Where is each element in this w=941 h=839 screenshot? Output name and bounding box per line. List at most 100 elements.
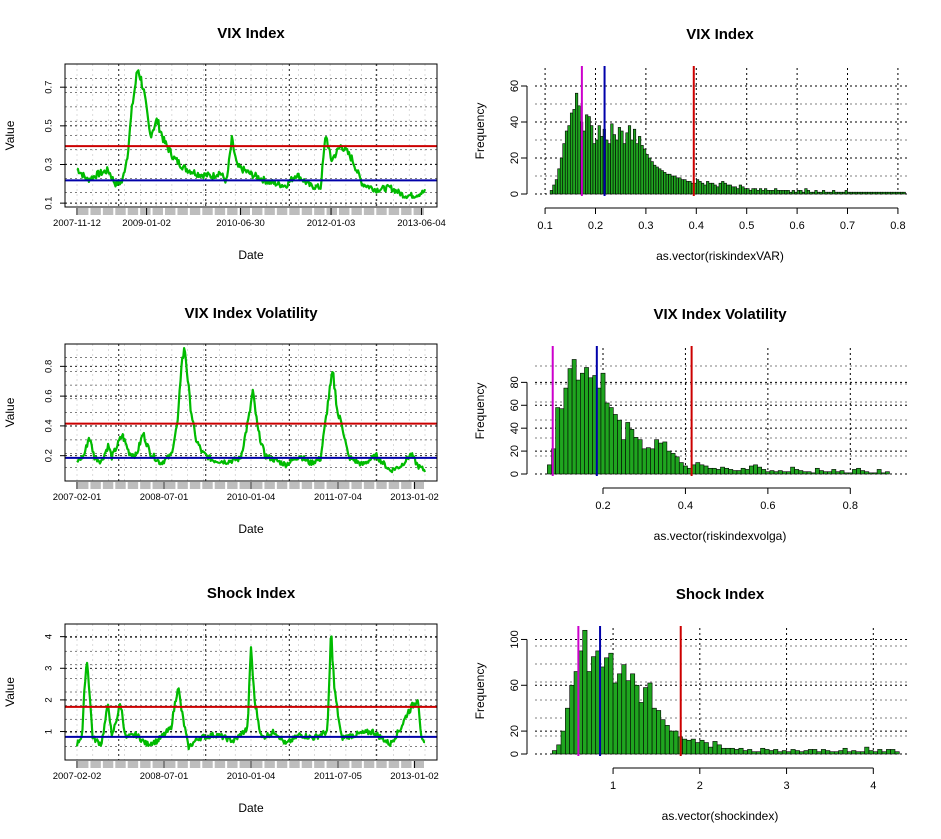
- date-bar-block: [388, 761, 400, 768]
- histogram-bar: [885, 471, 890, 475]
- histogram-bar: [877, 749, 883, 755]
- histogram-bar: [635, 143, 639, 195]
- histogram-bar: [565, 707, 570, 755]
- y-tick-label: 40: [509, 116, 521, 128]
- y-tick-label: 20: [509, 445, 521, 457]
- histogram-bar: [831, 469, 837, 475]
- histogram-bar: [721, 747, 727, 755]
- histogram-bar: [851, 750, 857, 755]
- histogram-bar: [741, 186, 745, 195]
- series-line: [76, 347, 427, 474]
- histogram-bar: [650, 161, 654, 195]
- histogram-bar: [708, 746, 714, 755]
- date-bar-block: [339, 208, 350, 215]
- histogram-bar: [716, 744, 722, 755]
- histogram-bar: [862, 191, 866, 195]
- y-tick-label: 0: [509, 471, 521, 477]
- x-axis-label: as.vector(riskindexvolga): [654, 529, 787, 543]
- histogram-bar: [769, 190, 773, 195]
- histogram-bar: [855, 751, 861, 755]
- histogram-bar: [819, 470, 824, 475]
- panel-title: Shock Index: [676, 586, 765, 603]
- date-tick-label: 2013-01-02: [390, 771, 439, 782]
- y-tick-label: 20: [509, 725, 521, 737]
- date-bar-block: [252, 208, 263, 215]
- histogram-bar: [769, 470, 775, 475]
- histogram-bar: [725, 747, 731, 755]
- histogram-bar: [683, 179, 687, 195]
- histogram-bar: [868, 750, 874, 755]
- histogram-bar: [607, 143, 611, 195]
- panel-title: Shock Index: [207, 585, 296, 602]
- histogram-bar: [835, 471, 841, 475]
- histogram-bar: [798, 470, 804, 475]
- histogram-bar: [716, 186, 720, 195]
- histogram-bar: [564, 130, 569, 195]
- date-bar-block: [78, 482, 89, 489]
- histogram-bar: [582, 130, 586, 195]
- date-bar-block: [413, 761, 424, 768]
- histogram-bar: [698, 181, 702, 195]
- date-bar-block: [326, 482, 337, 489]
- histogram-bar: [894, 751, 900, 755]
- date-bar-block: [413, 208, 424, 215]
- histogram-bar: [860, 470, 866, 475]
- histogram-bar: [658, 442, 664, 475]
- histogram-bar: [597, 125, 601, 195]
- histogram-bar: [549, 190, 553, 195]
- histogram-bar: [804, 188, 808, 195]
- histogram-bar: [634, 684, 640, 755]
- histogram-bar: [756, 190, 760, 195]
- histogram-bar: [794, 469, 800, 475]
- histogram-bar: [604, 402, 610, 475]
- date-bar-block: [314, 761, 325, 768]
- date-bar-block: [376, 482, 387, 489]
- date-bar-block: [189, 208, 201, 215]
- histogram-bar: [864, 746, 870, 755]
- date-tick-label: 2007-11-12: [53, 218, 101, 229]
- histogram-bar: [837, 191, 841, 195]
- histogram-bar: [749, 465, 754, 475]
- date-bar-block: [127, 208, 139, 215]
- histogram-bar: [859, 191, 863, 195]
- date-bar-block: [351, 761, 362, 768]
- date-bar-block: [90, 761, 101, 768]
- date-tick-label: 2013-06-04: [397, 218, 446, 229]
- date-tick-label: 2009-01-02: [122, 218, 171, 229]
- histogram-bar: [827, 191, 831, 195]
- histogram-bar: [625, 422, 631, 475]
- histogram-bar: [586, 671, 592, 755]
- histogram-bar: [703, 465, 709, 475]
- histogram-bar: [874, 191, 879, 195]
- date-tick-label: 2012-01-03: [307, 218, 356, 229]
- histogram-bar: [713, 184, 717, 195]
- date-bar: [78, 208, 424, 215]
- histogram-bar: [839, 191, 843, 195]
- y-tick-label: 60: [509, 679, 521, 691]
- histogram-bar: [621, 439, 626, 475]
- histogram-bar: [743, 188, 748, 195]
- histogram-bar: [630, 673, 636, 755]
- ts-panel-1: VIX Index 2007-11-12 2009-01-02 2010-06-30 2…: [3, 25, 446, 262]
- histogram-bar: [555, 407, 561, 475]
- x-tick-label: 0.8: [843, 500, 858, 512]
- histogram-bar: [682, 738, 688, 755]
- histogram-bar: [856, 467, 861, 475]
- histogram-bar: [673, 730, 679, 755]
- x-tick-label: 2: [697, 780, 703, 792]
- date-bar-block: [115, 208, 126, 215]
- histogram-bar: [662, 441, 668, 475]
- histogram-bar: [716, 469, 721, 475]
- date-bar-block: [301, 482, 313, 489]
- histogram-bar: [567, 368, 573, 475]
- histogram-bar: [736, 470, 742, 475]
- histogram-bar: [660, 719, 666, 755]
- y-tick-label: 0.5: [44, 119, 55, 132]
- histogram-bar: [633, 437, 639, 475]
- histogram-bar: [864, 471, 870, 475]
- x-tick-label: 0.5: [739, 220, 754, 232]
- histogram-bar: [680, 179, 684, 195]
- y-axis-label: Frequency: [473, 383, 487, 440]
- histogram-bar: [776, 190, 780, 195]
- histogram-bar: [827, 471, 833, 475]
